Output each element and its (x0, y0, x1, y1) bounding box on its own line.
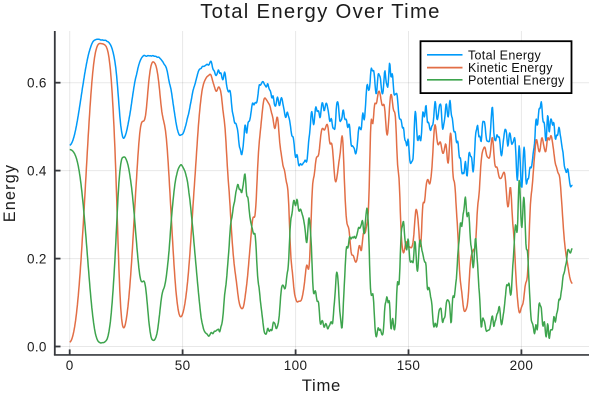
svg-text:Total Energy: Total Energy (468, 48, 542, 62)
svg-text:200: 200 (510, 358, 534, 373)
svg-text:0.6: 0.6 (27, 76, 47, 91)
svg-text:0: 0 (66, 358, 74, 373)
svg-text:Kinetic Energy: Kinetic Energy (468, 61, 553, 75)
svg-text:Energy: Energy (1, 164, 19, 223)
svg-text:50: 50 (175, 358, 191, 373)
svg-text:Total Energy Over Time: Total Energy Over Time (200, 1, 441, 23)
svg-text:100: 100 (284, 358, 308, 373)
svg-text:Potential Energy: Potential Energy (468, 73, 565, 87)
svg-text:150: 150 (397, 358, 421, 373)
svg-text:0.4: 0.4 (27, 163, 47, 178)
svg-text:0.2: 0.2 (27, 251, 47, 266)
svg-text:Time: Time (302, 376, 341, 395)
svg-text:0.0: 0.0 (27, 339, 47, 354)
